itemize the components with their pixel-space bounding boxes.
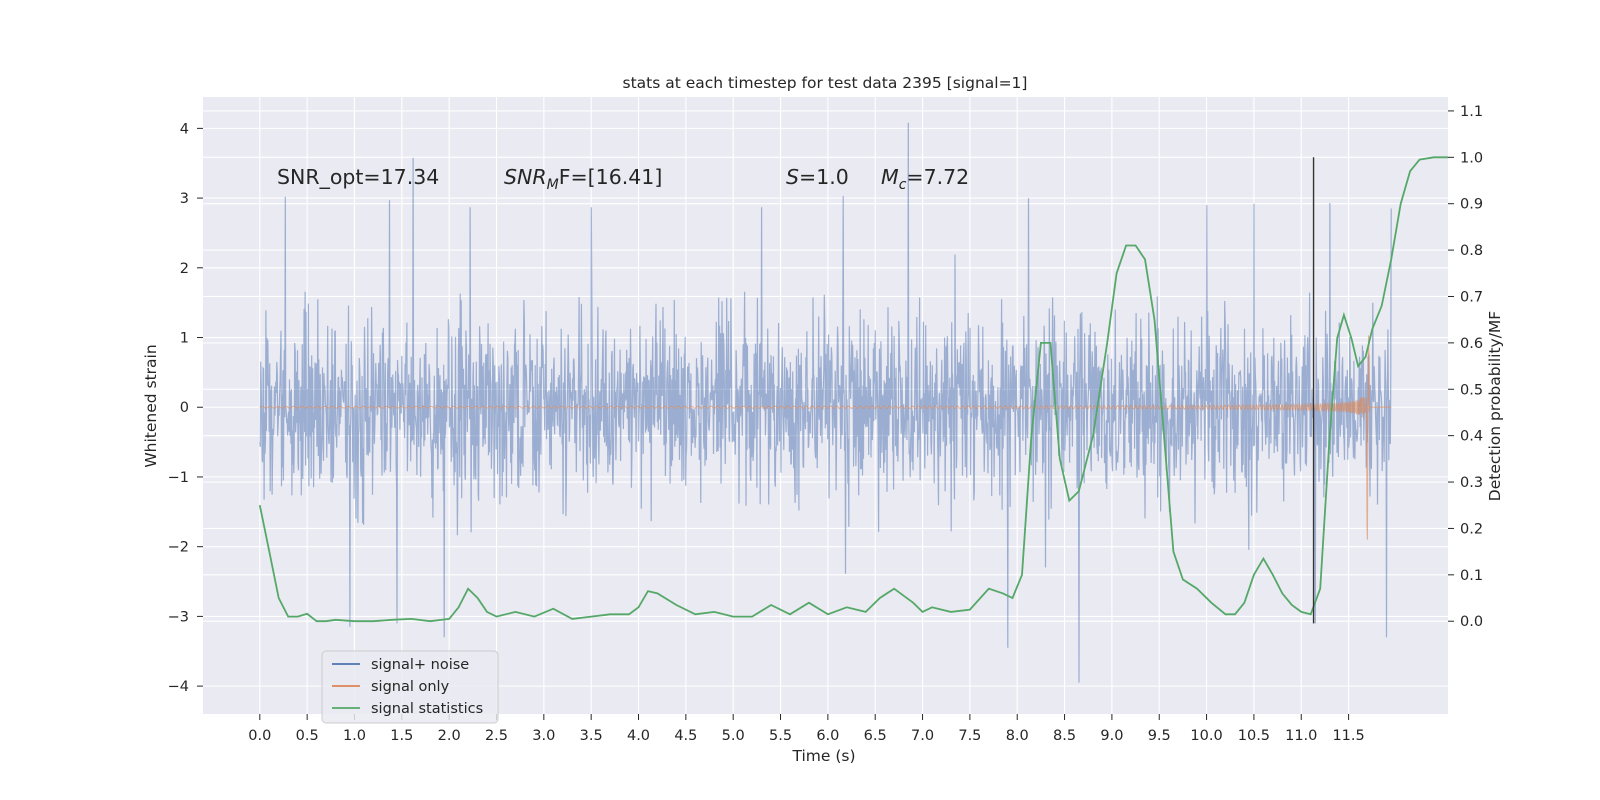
x-tick-label: 8.5 — [1053, 728, 1076, 744]
y-right-tick-label: 0.7 — [1460, 289, 1483, 305]
mc-subscript: c — [899, 177, 907, 193]
legend-box — [321, 650, 499, 724]
y-right-tick-label: 0.9 — [1460, 197, 1483, 213]
series-signal-only-line — [259, 335, 1392, 540]
y-axis-ticks-right: 0.0 0.1 0.2 0.3 0.4 0.5 0.6 0.7 0.8 0.9 1.0 1.1 — [1448, 104, 1483, 630]
x-tick-label: 0.0 — [248, 728, 271, 744]
x-tick-label: 9.0 — [1100, 728, 1123, 744]
y-tick-label: −4 — [168, 679, 189, 695]
x-axis-label: Time (s) — [791, 747, 855, 765]
x-tick-label: 2.0 — [438, 728, 461, 744]
y-axis-label-right: Detection probability/MF — [1486, 311, 1504, 502]
x-tick-label: 1.0 — [343, 728, 366, 744]
y-tick-label: −1 — [168, 470, 189, 486]
s-value: =1.0 — [799, 165, 849, 189]
x-tick-label: 9.5 — [1148, 728, 1171, 744]
x-axis-ticks: 0.0 0.5 1.0 1.5 2.0 2.5 3.0 3.5 4.0 4.5 5.0 5.5 6.0 6… — [248, 714, 1365, 744]
y-right-tick-label: 0.6 — [1460, 336, 1483, 352]
snr-mf-subscript: M — [547, 177, 559, 193]
y-right-tick-label: 0.4 — [1460, 429, 1483, 445]
y-right-tick-label: 1.1 — [1460, 104, 1483, 120]
x-tick-label: 7.0 — [911, 728, 934, 744]
x-tick-label: 4.5 — [674, 728, 697, 744]
y-right-tick-label: 0.3 — [1460, 475, 1483, 491]
x-tick-label: 10.5 — [1238, 728, 1270, 744]
y-tick-label: 1 — [180, 331, 189, 347]
annotation-snr-opt: SNR_opt=17.34 — [277, 165, 439, 190]
series-signal-statistics-line — [258, 156, 1448, 623]
x-tick-label: 2.5 — [485, 728, 508, 744]
x-tick-label: 6.5 — [864, 728, 887, 744]
y-tick-label: −2 — [168, 540, 189, 556]
x-tick-label: 5.5 — [769, 728, 792, 744]
annotation-mc: Mc=7.72 — [881, 165, 969, 193]
s-symbol: S — [786, 165, 799, 189]
y-right-tick-label: 1.0 — [1460, 150, 1483, 166]
x-tick-label: 10.0 — [1190, 728, 1222, 744]
y-tick-label: 4 — [180, 121, 189, 137]
annotation-s: S=1.0 — [786, 165, 849, 189]
x-tick-label: 7.5 — [958, 728, 981, 744]
snr-mf-value: F=[16.41] — [559, 165, 663, 189]
x-tick-label: 8.0 — [1006, 728, 1029, 744]
y-right-tick-label: 0.0 — [1460, 614, 1483, 630]
x-tick-label: 5.0 — [722, 728, 745, 744]
x-tick-label: 0.5 — [296, 728, 319, 744]
x-tick-label: 4.0 — [627, 728, 650, 744]
y-right-tick-label: 0.8 — [1460, 243, 1483, 259]
snr-mf-symbol: SNR — [504, 165, 547, 189]
x-tick-label: 11.5 — [1332, 728, 1364, 744]
x-tick-label: 11.0 — [1285, 728, 1317, 744]
x-tick-label: 1.5 — [390, 728, 413, 744]
y-tick-label: 0 — [180, 400, 189, 416]
y-right-tick-label: 0.5 — [1460, 382, 1483, 398]
y-right-tick-label: 0.1 — [1460, 568, 1483, 584]
x-tick-label: 6.0 — [816, 728, 839, 744]
y-tick-label: −3 — [168, 609, 189, 625]
y-right-tick-label: 0.2 — [1460, 521, 1483, 537]
legend-label-signal-statistics: signal statistics — [371, 701, 483, 717]
x-tick-label: 3.0 — [532, 728, 555, 744]
chart-title: stats at each timestep for test data 239… — [623, 74, 1028, 92]
y-tick-label: 2 — [180, 261, 189, 277]
y-tick-label: 3 — [180, 191, 189, 207]
mc-symbol: M — [881, 165, 899, 189]
legend: signal+ noise signal only signal statist… — [321, 650, 499, 724]
x-tick-label: 3.5 — [580, 728, 603, 744]
annotation-snr-mf: SNRMF=[16.41] — [504, 165, 662, 193]
y-axis-label-left: Whitened strain — [142, 344, 160, 467]
mc-value: =7.72 — [906, 165, 969, 189]
legend-label-signal-only: signal only — [371, 679, 450, 695]
legend-label-signal-noise: signal+ noise — [371, 657, 469, 673]
data-layer — [258, 122, 1448, 683]
y-axis-ticks-left: −4 −3 −2 −1 0 1 2 3 4 — [168, 121, 203, 695]
